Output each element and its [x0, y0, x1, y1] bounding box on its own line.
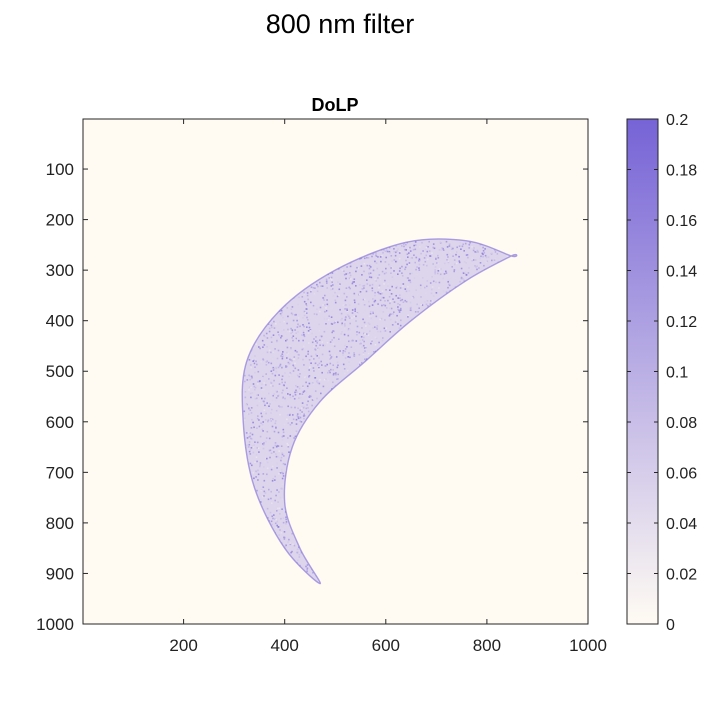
y-tick-label: 400 — [46, 312, 74, 331]
colorbar-tick-label: 0.2 — [666, 112, 688, 129]
colorbar-tick-label: 0.1 — [666, 365, 688, 382]
colorbar-tick-label: 0.12 — [666, 314, 697, 331]
y-tick-label: 1000 — [36, 615, 74, 634]
x-tick-label: 400 — [271, 636, 299, 655]
crescent-region — [242, 238, 517, 584]
y-axis: 100 200 300 400 500 600 700 800 900 1000 — [36, 160, 588, 634]
colorbar-ticks: 0 0.02 0.04 0.06 0.08 0.1 0.12 0.14 0.16 0.18 0.2 — [627, 112, 697, 634]
colorbar-tick-label: 0 — [666, 617, 675, 634]
y-tick-label: 600 — [46, 413, 74, 432]
colorbar-gradient — [627, 119, 658, 624]
y-tick-label: 200 — [46, 211, 74, 230]
colorbar-tick-label: 0.06 — [666, 466, 697, 483]
y-tick-label: 100 — [46, 160, 74, 179]
y-tick-label: 300 — [46, 261, 74, 280]
colorbar-tick-label: 0.14 — [666, 264, 697, 281]
y-tick-label: 900 — [46, 564, 74, 583]
x-axis: 200 400 600 800 1000 — [169, 119, 607, 655]
colorbar-tick-label: 0.18 — [666, 163, 697, 180]
colorbar: 0 0.02 0.04 0.06 0.08 0.1 0.12 0.14 0.16 0.18 0.2 — [626, 112, 697, 634]
crescent-edge — [241, 238, 518, 585]
y-tick-label: 800 — [46, 514, 74, 533]
x-tick-label: 200 — [169, 636, 197, 655]
colorbar-tick-label: 0.08 — [666, 415, 697, 432]
x-tick-label: 1000 — [569, 636, 607, 655]
axes-title: DoLP — [312, 95, 359, 115]
x-tick-label: 800 — [473, 636, 501, 655]
colorbar-tick-label: 0.02 — [666, 567, 697, 584]
figure-title: 800 nm filter — [266, 9, 415, 39]
colorbar-tick-label: 0.16 — [666, 213, 697, 230]
x-tick-label: 600 — [372, 636, 400, 655]
plot-area: 200 400 600 800 1000 100 200 300 400 500 600 700 80… — [36, 118, 607, 655]
colorbar-tick-label: 0.04 — [666, 516, 697, 533]
y-tick-label: 700 — [46, 463, 74, 482]
y-tick-label: 500 — [46, 362, 74, 381]
